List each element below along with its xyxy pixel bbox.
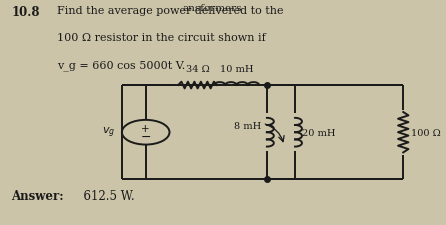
Text: 20 mH: 20 mH xyxy=(301,128,335,137)
Text: 10.8: 10.8 xyxy=(12,6,40,19)
Text: Answer:: Answer: xyxy=(12,189,64,202)
Text: 34 Ω: 34 Ω xyxy=(186,64,210,73)
Text: 10 mH: 10 mH xyxy=(220,64,253,73)
Text: Find the average power delivered to the: Find the average power delivered to the xyxy=(57,6,284,16)
Text: 100 Ω resistor in the circuit shown if: 100 Ω resistor in the circuit shown if xyxy=(57,33,266,43)
Text: 8 mH: 8 mH xyxy=(234,122,261,130)
Text: 612.5 W.: 612.5 W. xyxy=(76,189,135,202)
Text: ansformers: ansformers xyxy=(182,4,242,13)
Text: $v_g$: $v_g$ xyxy=(102,126,116,140)
Text: +: + xyxy=(141,124,150,134)
Text: v_g = 660 cos 5000t V.: v_g = 660 cos 5000t V. xyxy=(57,60,185,71)
Text: −: − xyxy=(140,131,151,144)
Text: 100 Ω: 100 Ω xyxy=(411,128,441,137)
